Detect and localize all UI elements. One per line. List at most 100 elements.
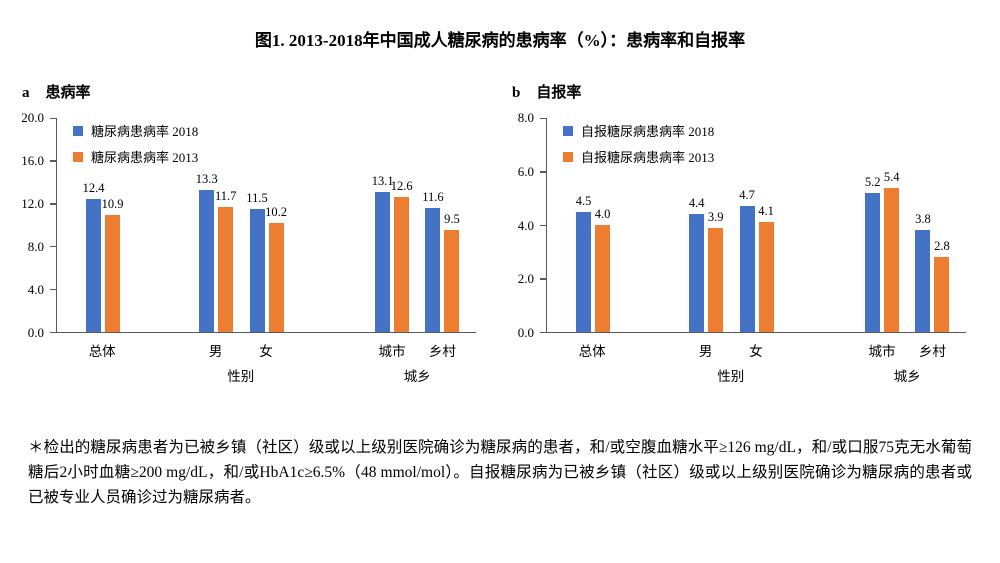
y-axis-tick-label: 4.0 — [517, 217, 534, 233]
bar-series1-cat4 — [444, 230, 460, 332]
legend-label: 自报糖尿病患病率 2018 — [581, 124, 715, 139]
bar-series1-cat3 — [884, 187, 900, 332]
y-axis-tick-label: 20.0 — [21, 110, 44, 125]
x-axis-group-label: 城乡 — [403, 369, 431, 384]
bar-series1-cat1 — [218, 206, 234, 332]
bar-series0-cat4 — [425, 207, 441, 332]
x-axis-category-label: 乡村 — [918, 344, 946, 359]
bar-value-label: 4.5 — [575, 193, 592, 208]
bar-value-label: 3.8 — [915, 212, 931, 227]
panel-letter: a — [22, 85, 30, 101]
bar-series0-cat0 — [86, 199, 102, 332]
bar-value-label: 2.8 — [934, 239, 950, 254]
y-axis-tick-mark — [540, 224, 546, 226]
legend-swatch-icon — [563, 125, 573, 136]
bar-value-label: 11.6 — [422, 189, 444, 204]
y-axis-tick-mark — [540, 171, 546, 173]
x-axis: 总体 男 女 城市 乡村 性别 城乡 — [56, 333, 476, 395]
bar-series1-cat0 — [595, 225, 611, 332]
legend-swatch-icon — [73, 151, 83, 162]
legend-item: 糖尿病患病率 2018 — [73, 121, 198, 140]
bar-value-label: 9.5 — [444, 212, 460, 227]
legend-label: 糖尿病患病率 2018 — [91, 124, 199, 139]
bar-series0-cat4 — [915, 230, 931, 332]
plot-area: 糖尿病患病率 2018 糖尿病患病率 2013 12.4 10.9 13.3 11.7 1… — [50, 117, 476, 333]
legend-item: 自报糖尿病患病率 2018 — [563, 121, 714, 140]
panel-name: 患病率 — [45, 85, 91, 101]
x-axis-group-label: 城乡 — [893, 369, 921, 384]
y-axis-tick-label: 2.0 — [517, 271, 534, 287]
bar-value-label: 4.0 — [594, 207, 611, 221]
legend-item: 自报糖尿病患病率 2013 — [563, 147, 714, 166]
y-axis-tick-mark — [50, 331, 56, 333]
y-axis-tick-mark — [50, 203, 56, 205]
bar-series1-cat0 — [105, 215, 121, 332]
legend: 自报糖尿病患病率 2018 自报糖尿病患病率 2013 — [563, 121, 714, 173]
y-axis-tick-label: 8.0 — [517, 110, 534, 125]
legend: 糖尿病患病率 2018 糖尿病患病率 2013 — [73, 121, 198, 173]
x-axis-group-label: 性别 — [227, 369, 255, 384]
bar-value-label: 4.4 — [688, 196, 705, 211]
y-axis-tick-label: 6.0 — [517, 163, 534, 179]
legend-label: 自报糖尿病患病率 2013 — [581, 150, 715, 165]
panel-name: 自报率 — [536, 85, 582, 101]
x-axis-category-label: 城市 — [868, 344, 896, 359]
legend-item: 糖尿病患病率 2013 — [73, 147, 198, 166]
y-axis-tick-mark — [50, 288, 56, 291]
y-axis-tick-label: 16.0 — [21, 153, 44, 168]
y-axis-tick-label: 0.0 — [517, 325, 534, 340]
bar-series0-cat2 — [739, 206, 755, 332]
y-axis-tick-mark — [50, 117, 56, 119]
y-axis-tick-mark — [50, 160, 56, 162]
bar-series0-cat1 — [689, 214, 705, 332]
panel-prevalence: a 患病率 0.0 4.0 8.0 12.0 16.0 20.0 糖尿病患病率 2018 糖尿… — [10, 81, 500, 395]
x-axis-category-label: 女 — [749, 344, 763, 359]
bar-value-label: 13.3 — [195, 171, 218, 186]
y-axis-tick-label: 12.0 — [21, 196, 44, 211]
bar-chart-prevalence: 0.0 4.0 8.0 12.0 16.0 20.0 糖尿病患病率 2018 糖尿病患病率 … — [10, 110, 500, 395]
bar-series0-cat3 — [375, 191, 391, 332]
bar-series1-cat3 — [394, 197, 410, 332]
bar-value-label: 4.7 — [739, 188, 755, 203]
bar-value-label: 10.9 — [101, 197, 124, 212]
bar-series0-cat2 — [249, 208, 265, 332]
y-axis-tick-label: 0.0 — [27, 325, 44, 340]
x-axis: 总体 男 女 城市 乡村性别 城乡 — [546, 333, 966, 395]
footnote: ＊检出的糖尿病患者为已被乡镇（社区）级或以上级别医院确诊为糖尿病的患者，和/或空… — [28, 439, 972, 507]
y-axis-tick-mark — [540, 117, 546, 119]
bar-value-label: 3.9 — [707, 209, 724, 224]
bar-series1-cat2 — [268, 222, 284, 332]
bar-value-label: 10.2 — [265, 204, 287, 219]
legend-swatch-icon — [73, 125, 83, 136]
panel-self-reported-title: b 自报率 — [512, 81, 990, 102]
panel-letter: b — [512, 85, 521, 101]
x-axis-category-label: 男 — [208, 344, 223, 359]
bar-value-label: 11.7 — [215, 188, 237, 203]
bar-value-label: 5.2 — [864, 174, 881, 189]
bar-series1-cat2 — [758, 222, 774, 332]
x-axis-category-label: 总体 — [578, 344, 606, 359]
bar-series1-cat4 — [934, 257, 950, 332]
panel-prevalence-title: a 患病率 — [22, 81, 500, 102]
x-axis-category-label: 女 — [259, 344, 273, 359]
bar-value-label: 11.5 — [246, 190, 268, 205]
bar-series1-cat1 — [708, 227, 724, 332]
bar-value-label: 4.1 — [758, 204, 774, 219]
y-axis-tick-label: 4.0 — [27, 282, 44, 297]
y-axis-tick-mark — [540, 278, 546, 280]
legend-swatch-icon — [563, 151, 573, 162]
legend-label: 糖尿病患病率 2013 — [91, 150, 199, 165]
x-axis-group-label: 性别 — [717, 369, 745, 384]
x-axis-category-label: 男 — [698, 344, 713, 359]
y-axis-tick-label: 8.0 — [27, 239, 44, 254]
bar-value-label: 13.1 — [371, 173, 394, 188]
y-axis-tick-mark — [540, 331, 546, 333]
charts-row: a 患病率 0.0 4.0 8.0 12.0 16.0 20.0 糖尿病患病率 2018 糖尿… — [0, 81, 1000, 395]
y-axis-tick-mark — [50, 245, 56, 248]
bar-series0-cat3 — [865, 192, 881, 332]
bar-series0-cat1 — [199, 189, 215, 332]
panel-self-reported: b 自报率 0.0 2.0 4.0 6.0 8.0 自报糖尿病患病率 2018 自报糖尿病患… — [500, 81, 990, 395]
x-axis-category-label: 城市 — [378, 344, 406, 359]
y-axis: 0.0 4.0 8.0 12.0 16.0 20.0 — [10, 110, 52, 340]
bar-series0-cat0 — [576, 211, 592, 332]
